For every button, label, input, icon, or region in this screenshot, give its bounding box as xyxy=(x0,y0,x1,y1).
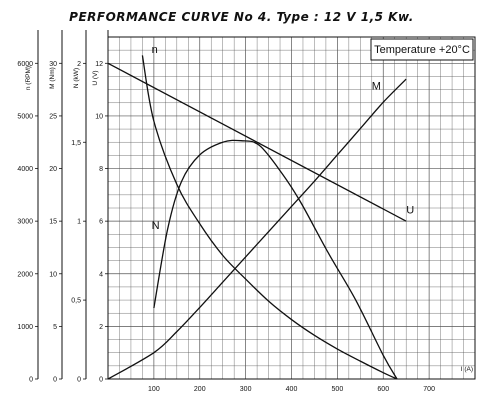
y-tick-label: 12 xyxy=(95,61,103,68)
y-tick-label: 25 xyxy=(49,113,57,120)
y-tick-label: 0 xyxy=(29,377,33,384)
curve-U xyxy=(107,62,407,222)
y-axis-label: M (Nm) xyxy=(49,67,56,89)
curve-label-N: N xyxy=(152,220,160,232)
x-tick-label: 300 xyxy=(240,386,252,393)
y-tick-label: 4 xyxy=(99,271,103,278)
y-tick-label: 2000 xyxy=(17,271,33,278)
chart-title: PERFORMANCE CURVE No 4. Type : 12 V 1,5 … xyxy=(69,10,414,24)
y-tick-label: 15 xyxy=(49,219,57,226)
y-axis-label: n (RPM) xyxy=(25,66,32,90)
y-tick-label: 3000 xyxy=(17,219,33,226)
y-axis-label: U (V) xyxy=(92,70,99,85)
temperature-box: Temperature +20°C xyxy=(370,38,474,61)
curve-label-M: M xyxy=(372,81,381,93)
curve-N xyxy=(153,139,398,380)
x-tick-label: 600 xyxy=(377,386,389,393)
grid xyxy=(107,36,476,380)
curve-label-n: n xyxy=(152,44,158,56)
y-tick-label: 0,5 xyxy=(71,298,81,305)
y-tick-label: 1 xyxy=(77,219,81,226)
y-tick-label: 0 xyxy=(99,377,103,384)
x-axis: 100 200 300 400 500 600 700 I (A) xyxy=(148,366,473,393)
x-tick-label: 700 xyxy=(423,386,435,393)
y-tick-label: 30 xyxy=(49,61,57,68)
y-tick-label: 0 xyxy=(77,377,81,384)
x-axis-label: I (A) xyxy=(461,366,473,373)
y-tick-label: 20 xyxy=(49,166,57,173)
x-tick-label: 400 xyxy=(286,386,298,393)
y-tick-label: 5 xyxy=(53,324,57,331)
y-tick-label: 8 xyxy=(99,166,103,173)
curve-label-U: U xyxy=(406,204,414,216)
y-axis-label: N (kW) xyxy=(73,68,80,88)
y-tick-label: 0 xyxy=(53,377,57,384)
curves: n M N U xyxy=(107,44,414,380)
y-tick-label: 5000 xyxy=(17,113,33,120)
x-tick-label: 200 xyxy=(194,386,206,393)
y-tick-label: 6 xyxy=(99,219,103,226)
y-tick-label: 1,5 xyxy=(71,140,81,147)
curve-M xyxy=(107,78,407,380)
y-tick-label: 1000 xyxy=(17,324,33,331)
y-tick-label: 2 xyxy=(77,61,81,68)
temperature-label: Temperature +20°C xyxy=(374,44,470,56)
y-tick-label: 10 xyxy=(49,271,57,278)
curve-n xyxy=(141,55,398,380)
y-tick-label: 10 xyxy=(95,113,103,120)
x-tick-label: 500 xyxy=(332,386,344,393)
y-tick-label: 2 xyxy=(99,324,103,331)
y-tick-label: 6000 xyxy=(17,61,33,68)
y-tick-label: 4000 xyxy=(17,166,33,173)
x-tick-label: 100 xyxy=(148,386,160,393)
